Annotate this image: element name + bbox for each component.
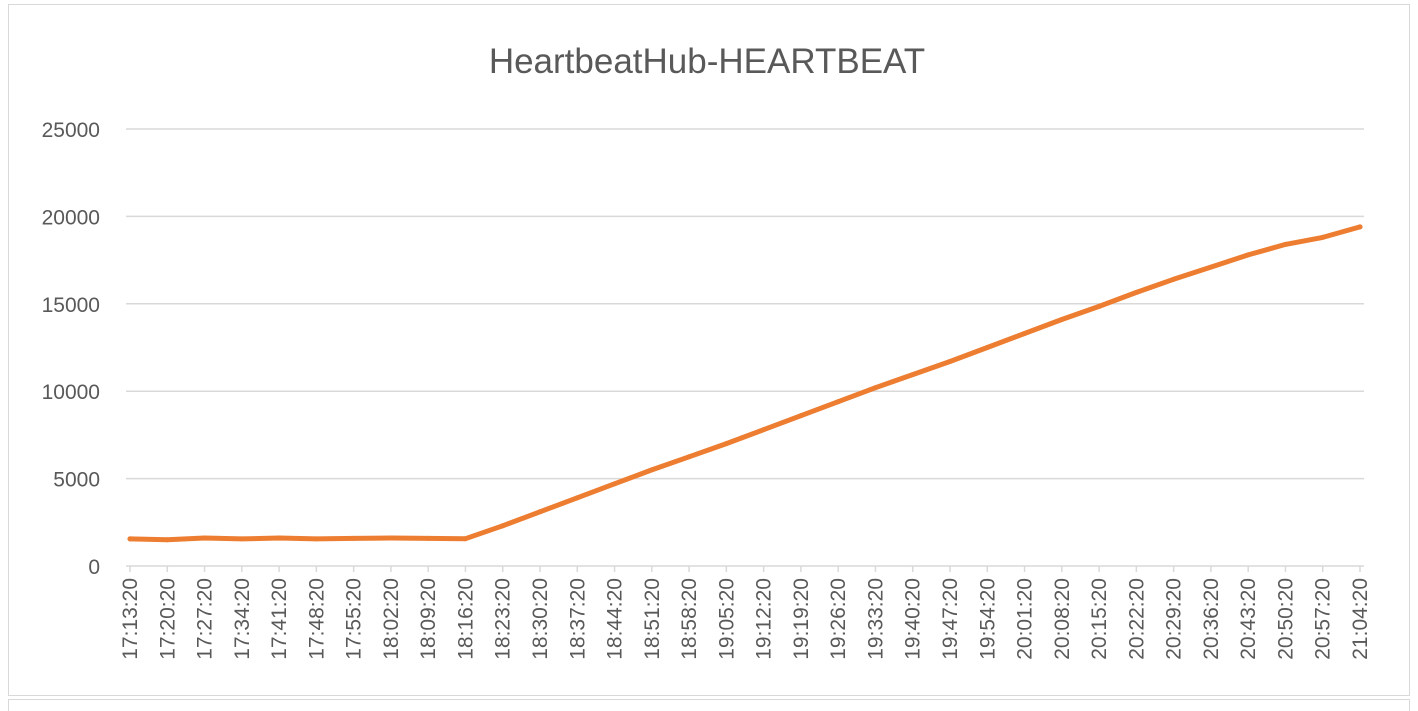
- x-tick-label: 21:04:20: [1349, 578, 1372, 660]
- y-tick-label: 25000: [42, 119, 100, 142]
- data-point: [500, 523, 506, 529]
- y-tick-label: 10000: [42, 381, 100, 404]
- data-point: [872, 385, 878, 391]
- data-point: [984, 345, 990, 350]
- data-point: [1282, 241, 1288, 247]
- data-point: [1208, 264, 1214, 270]
- x-tick-label: 20:57:20: [1312, 578, 1335, 660]
- data-point: [313, 536, 319, 542]
- data-point: [1022, 331, 1028, 337]
- data-point: [798, 413, 804, 419]
- x-tick-label: 20:29:20: [1163, 578, 1186, 660]
- x-tick-label: 17:34:20: [231, 578, 254, 660]
- data-point: [351, 535, 357, 541]
- data-point: [537, 509, 543, 515]
- x-tick-label: 18:23:20: [492, 578, 515, 660]
- x-tick-label: 17:55:20: [343, 578, 366, 660]
- data-point: [947, 358, 953, 364]
- chart-title: HeartbeatHub-HEARTBEAT: [488, 42, 926, 81]
- x-tick-label: 20:43:20: [1237, 578, 1260, 660]
- x-tick-label: 18:16:20: [454, 578, 477, 660]
- x-tick-label: 19:19:20: [790, 578, 813, 660]
- y-tick-label: 15000: [42, 294, 100, 317]
- series-group: [127, 224, 1363, 543]
- data-point: [1320, 234, 1326, 240]
- data-point: [164, 537, 170, 543]
- x-tick-label: 17:48:20: [305, 578, 328, 660]
- x-axis-tick-labels: 17:13:20 17:20:20 17:27:20 17:34:20 17:41:20…: [119, 566, 1372, 660]
- data-point: [127, 536, 133, 542]
- data-point: [1096, 303, 1102, 309]
- x-tick-label: 19:40:20: [902, 578, 925, 660]
- data-point: [1357, 224, 1363, 230]
- x-tick-label: 18:30:20: [529, 578, 552, 660]
- x-tick-label: 19:12:20: [753, 578, 776, 660]
- data-point: [835, 399, 841, 405]
- data-point: [239, 536, 245, 542]
- data-point: [723, 441, 729, 447]
- x-tick-label: 18:51:20: [641, 578, 664, 660]
- data-point: [1171, 276, 1177, 282]
- x-tick-label: 19:05:20: [715, 578, 738, 660]
- data-point: [649, 467, 655, 473]
- x-tick-label: 17:41:20: [268, 578, 291, 660]
- data-point: [612, 481, 618, 487]
- y-tick-label: 20000: [42, 206, 100, 229]
- y-tick-label: 0: [88, 556, 100, 579]
- data-point: [1133, 289, 1139, 295]
- y-tick-label: 5000: [53, 469, 100, 492]
- chart-frame: [8, 4, 1410, 696]
- x-tick-label: 20:15:20: [1088, 578, 1111, 660]
- data-point: [1059, 317, 1065, 323]
- data-point: [202, 535, 208, 541]
- x-tick-label: 19:54:20: [976, 578, 999, 660]
- x-tick-label: 18:37:20: [566, 578, 589, 660]
- x-tick-label: 20:22:20: [1125, 578, 1148, 660]
- data-point: [425, 535, 431, 541]
- data-point: [574, 495, 580, 501]
- x-tick-label: 18:58:20: [678, 578, 701, 660]
- gridlines: [126, 128, 1364, 480]
- x-tick-label: 20:01:20: [1014, 578, 1037, 660]
- x-tick-label: 17:27:20: [194, 578, 217, 660]
- data-point: [388, 535, 394, 541]
- x-tick-label: 17:20:20: [156, 578, 179, 660]
- x-tick-label: 19:26:20: [827, 578, 850, 660]
- x-tick-label: 18:44:20: [604, 578, 627, 660]
- series-line: [127, 224, 1363, 543]
- x-tick-label: 19:33:20: [864, 578, 887, 660]
- x-tick-label: 17:13:20: [119, 578, 142, 660]
- data-point: [686, 454, 692, 460]
- data-point: [276, 535, 282, 541]
- data-point: [910, 372, 916, 378]
- data-point: [761, 427, 767, 433]
- y-axis-tick-labels: 0 5000 10000 15000 20000 25000: [42, 119, 100, 579]
- x-tick-label: 20:08:20: [1051, 578, 1074, 660]
- x-tick-label: 19:47:20: [939, 578, 962, 660]
- data-point: [462, 536, 468, 542]
- x-tick-label: 20:50:20: [1274, 578, 1297, 660]
- data-point: [1245, 252, 1251, 258]
- x-tick-label: 18:02:20: [380, 578, 403, 660]
- bottom-border: [8, 699, 1410, 711]
- x-tick-label: 18:09:20: [417, 578, 440, 660]
- x-tick-label: 20:36:20: [1200, 578, 1223, 660]
